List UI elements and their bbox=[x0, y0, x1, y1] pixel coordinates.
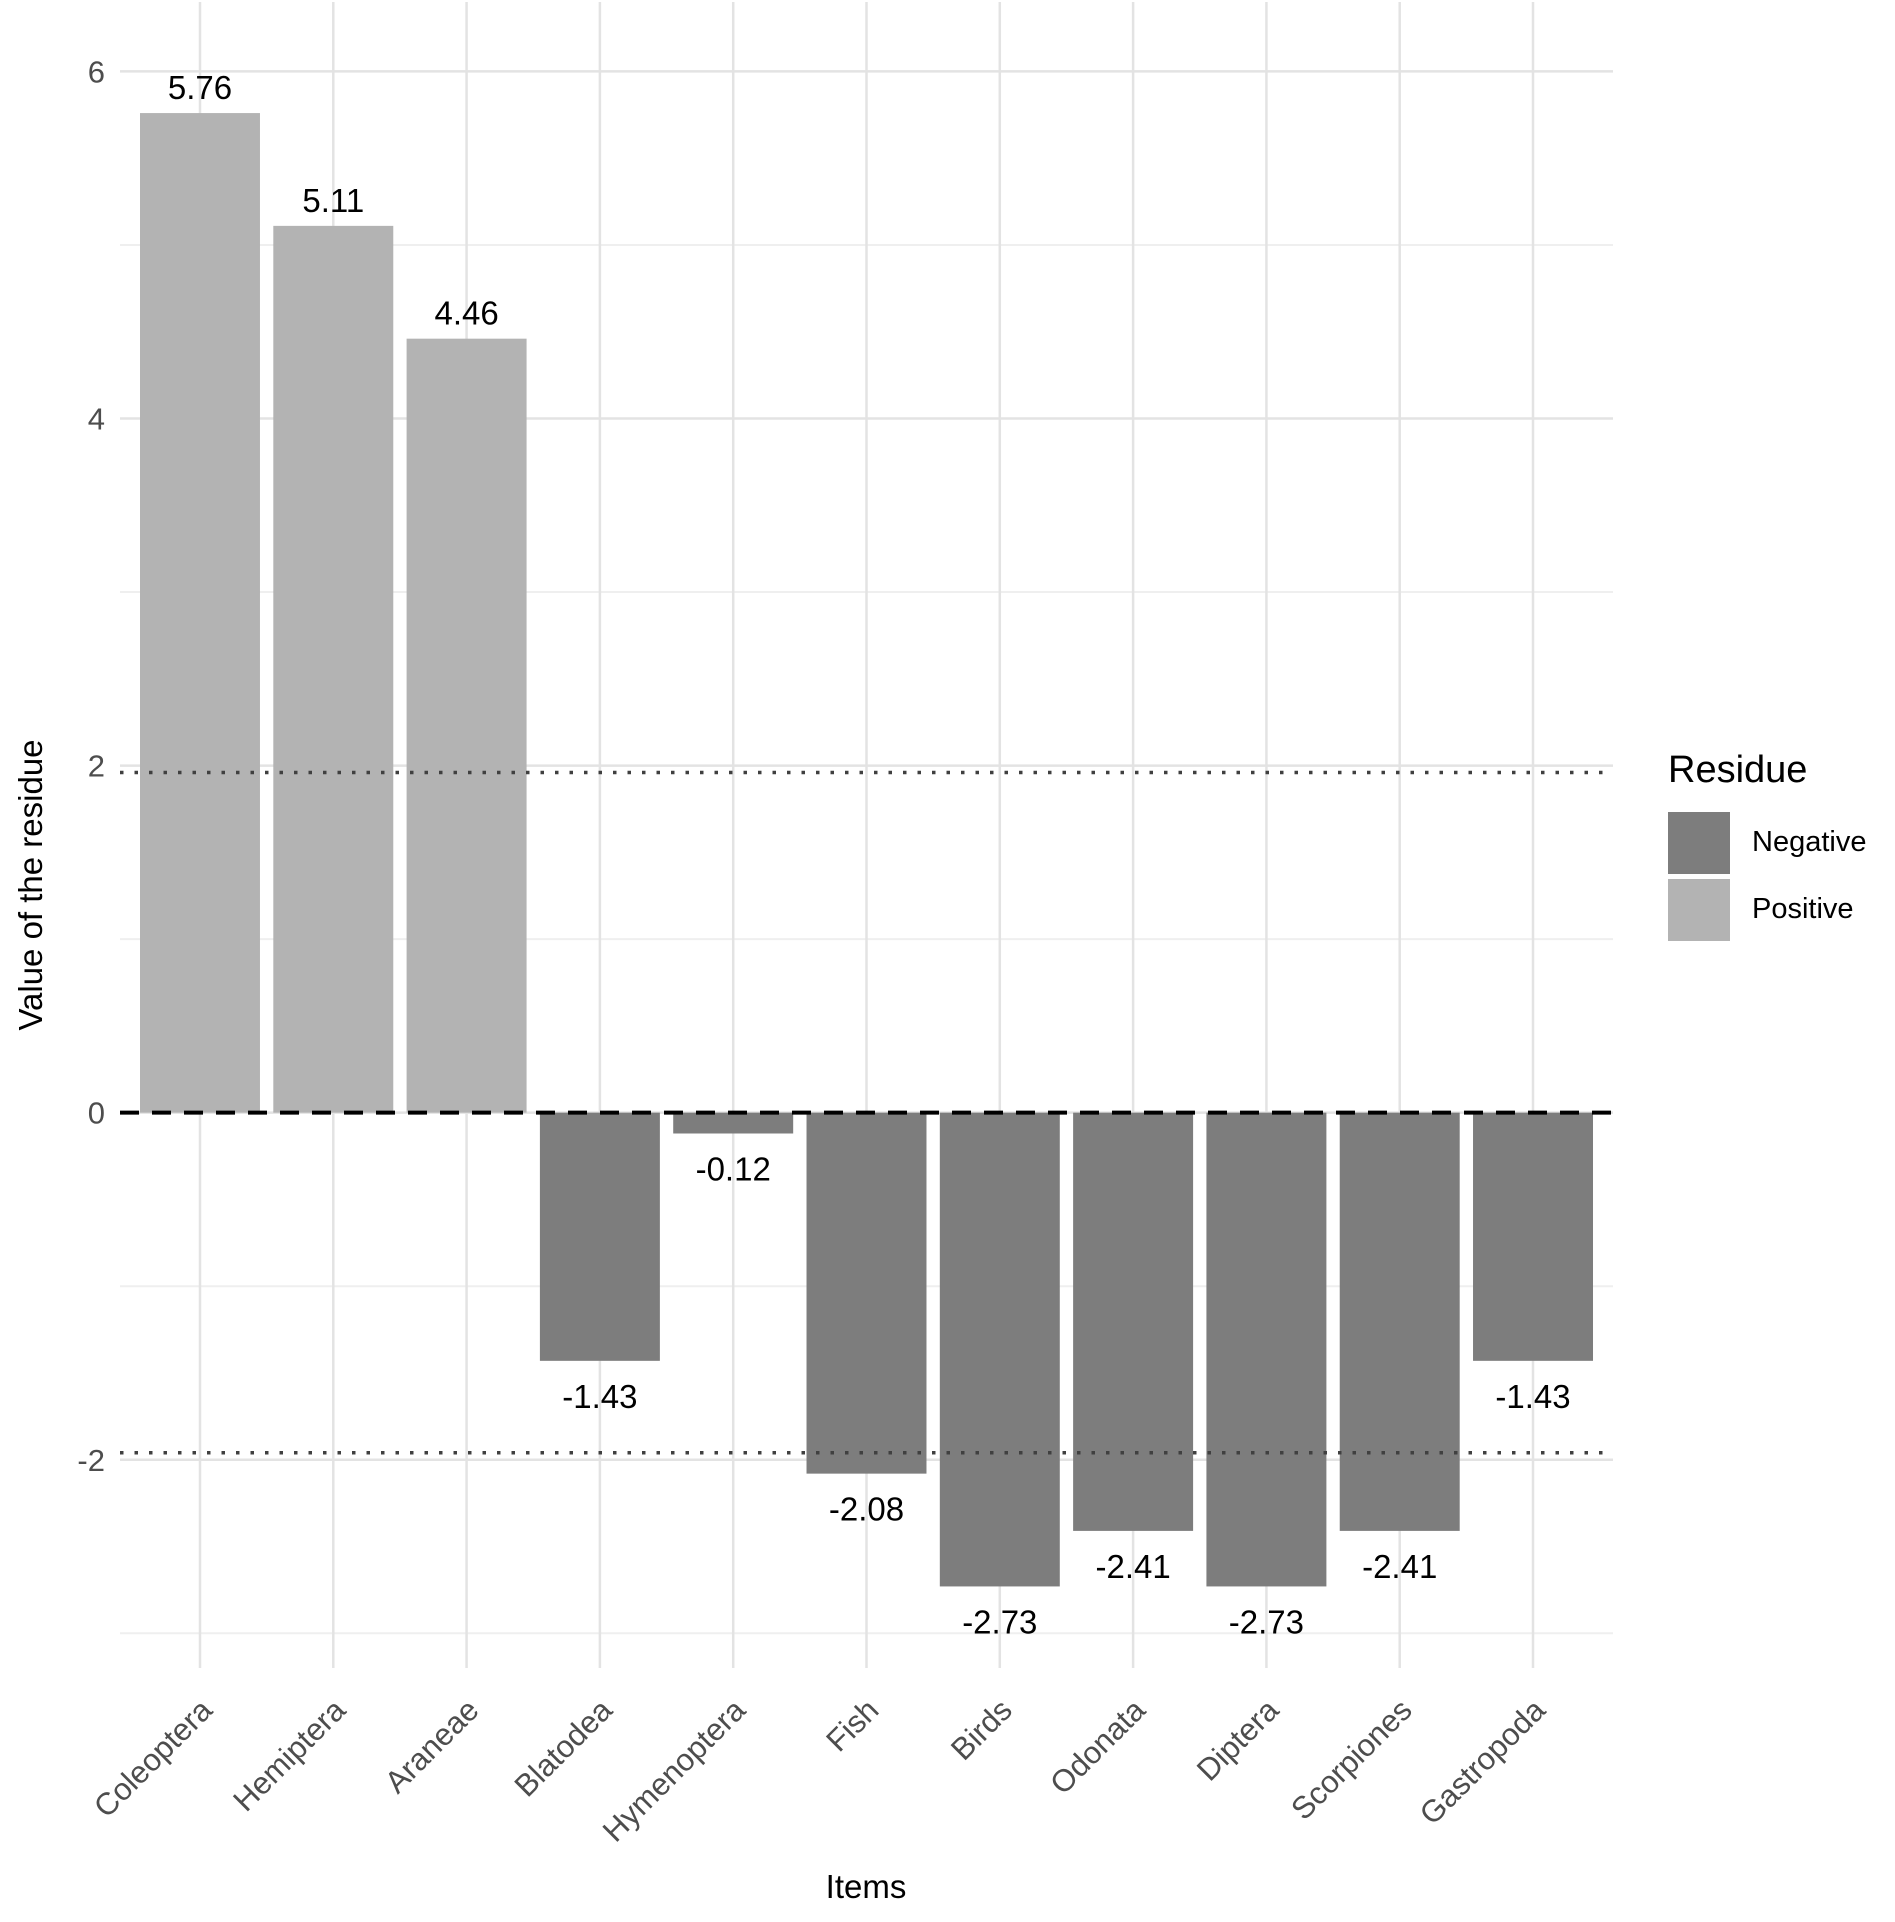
bar-value-label-hemiptera: 5.11 bbox=[302, 182, 364, 219]
legend-entry-positive: Positive bbox=[1668, 878, 1866, 941]
plot-panel: 5.76 5.11 4.46 -1.43 -0.12 -2.08 -2.73 -2.41 -2.… bbox=[77, 2, 1613, 1849]
bar-value-label-diptera: -2.73 bbox=[1229, 1603, 1304, 1640]
legend-title: Residue bbox=[1668, 749, 1808, 791]
y-tick-label-6: 6 bbox=[88, 54, 105, 89]
bar-value-label-araneae: 4.46 bbox=[434, 295, 498, 332]
x-tick-label-scorpiones: Scorpiones bbox=[1284, 1692, 1418, 1826]
bar-coleoptera bbox=[139, 113, 260, 1113]
legend: Residue Negative Positive bbox=[1668, 749, 1867, 946]
bar-fish bbox=[806, 1112, 927, 1474]
bar-hymenoptera bbox=[673, 1112, 794, 1134]
y-tick-label--2: -2 bbox=[77, 1443, 105, 1478]
bar-value-label-hymenoptera: -0.12 bbox=[696, 1150, 771, 1187]
bar-value-label-coleoptera: 5.76 bbox=[168, 69, 232, 106]
bar-hemiptera bbox=[273, 225, 394, 1113]
bar-diptera bbox=[1206, 1112, 1327, 1587]
bar-value-label-odonata: -2.41 bbox=[1095, 1548, 1170, 1585]
y-axis-title: Value of the residue bbox=[12, 739, 49, 1030]
bar-value-label-blatodea: -1.43 bbox=[562, 1378, 637, 1415]
bar-birds bbox=[939, 1112, 1060, 1587]
bar-value-label-scorpiones: -2.41 bbox=[1362, 1548, 1437, 1585]
x-tick-label-gastropoda: Gastropoda bbox=[1413, 1692, 1553, 1832]
bar-odonata bbox=[1073, 1112, 1194, 1531]
legend-label-positive: Positive bbox=[1752, 893, 1854, 926]
x-tick-label-hymenoptera: Hymenoptera bbox=[596, 1692, 753, 1849]
x-axis-title: Items bbox=[826, 1868, 907, 1905]
legend-entry-negative: Negative bbox=[1668, 811, 1867, 874]
bar-value-label-fish: -2.08 bbox=[829, 1491, 904, 1528]
x-tick-label-fish: Fish bbox=[819, 1692, 885, 1758]
y-tick-label-4: 4 bbox=[88, 402, 105, 437]
x-tick-label-araneae: Araneae bbox=[378, 1692, 486, 1800]
x-tick-label-birds: Birds bbox=[944, 1692, 1019, 1767]
bar-value-label-gastropoda: -1.43 bbox=[1495, 1378, 1570, 1415]
x-tick-label-diptera: Diptera bbox=[1190, 1692, 1286, 1788]
y-tick-label-0: 0 bbox=[88, 1096, 105, 1131]
x-tick-label-coleoptera: Coleoptera bbox=[87, 1692, 220, 1825]
bar-scorpiones bbox=[1339, 1112, 1460, 1531]
legend-swatch-positive bbox=[1668, 878, 1730, 941]
legend-swatch-negative bbox=[1668, 811, 1730, 874]
y-tick-label-2: 2 bbox=[88, 749, 105, 784]
x-tick-label-hemiptera: Hemiptera bbox=[226, 1692, 352, 1818]
x-tick-label-odonata: Odonata bbox=[1043, 1692, 1152, 1801]
bar-gastropoda bbox=[1473, 1112, 1594, 1361]
bar-value-label-birds: -2.73 bbox=[962, 1603, 1037, 1640]
x-tick-label-blatodea: Blatodea bbox=[508, 1692, 620, 1804]
legend-label-negative: Negative bbox=[1752, 826, 1867, 859]
bar-blatodea bbox=[539, 1112, 660, 1361]
bar-araneae bbox=[406, 338, 527, 1113]
